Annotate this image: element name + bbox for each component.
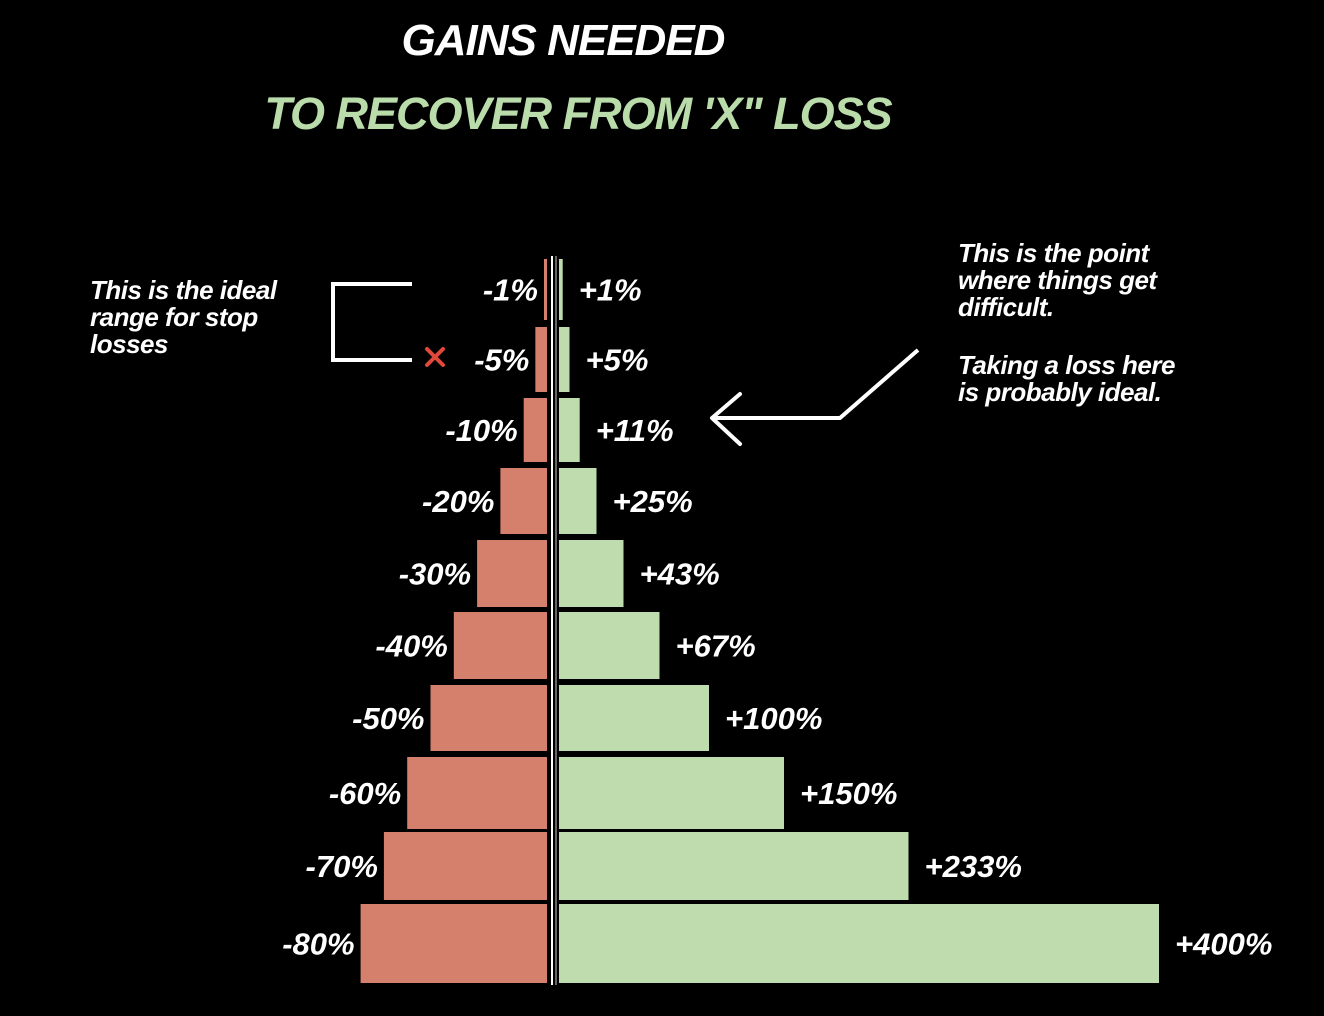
loss-bar xyxy=(544,259,547,320)
loss-label: -40% xyxy=(375,629,447,664)
chart-title: GAINS NEEDED xyxy=(401,16,726,65)
loss-bar xyxy=(523,398,547,462)
loss-bar xyxy=(477,540,547,607)
loss-label: -50% xyxy=(352,701,424,736)
loss-label: -30% xyxy=(399,557,471,592)
loss-bar xyxy=(500,468,547,534)
gain-label: +43% xyxy=(640,557,720,592)
loss-bar xyxy=(535,327,547,392)
loss-label: -5% xyxy=(474,343,529,378)
gain-bar xyxy=(559,612,660,679)
chart-subtitle: TO RECOVER FROM 'X" LOSS xyxy=(264,88,892,139)
gain-label: +400% xyxy=(1175,927,1272,962)
loss-label: -70% xyxy=(306,849,378,884)
loss-bar xyxy=(360,904,547,983)
gain-bar xyxy=(559,327,570,392)
gain-bar xyxy=(559,398,580,462)
loss-bar xyxy=(430,685,547,751)
stop-loss-range-note: This is the ideal range for stop losses xyxy=(90,275,277,359)
x-marker-icon xyxy=(425,347,445,367)
gain-bar xyxy=(559,904,1159,983)
gain-label: +233% xyxy=(925,849,1022,884)
ideal-loss-note: Taking a loss here is probably ideal. xyxy=(958,350,1175,407)
gain-label: +67% xyxy=(676,629,756,664)
gain-bar xyxy=(559,259,563,320)
stop-loss-bracket xyxy=(331,282,412,362)
gain-label: +11% xyxy=(596,413,674,448)
gain-label: +100% xyxy=(725,701,822,736)
loss-bar xyxy=(453,612,547,679)
gain-bar xyxy=(559,540,624,607)
loss-label: -80% xyxy=(282,927,354,962)
gain-bar xyxy=(559,757,784,829)
gain-bar xyxy=(559,832,909,900)
loss-label: -60% xyxy=(329,776,401,811)
arrow-head-icon xyxy=(710,392,742,446)
loss-bar xyxy=(407,757,547,829)
difficulty-point-note: This is the point where things get diffi… xyxy=(958,238,1157,322)
gain-label: +5% xyxy=(586,343,649,378)
gain-bar xyxy=(559,685,709,751)
gain-label: +25% xyxy=(613,484,693,519)
loss-bar xyxy=(383,832,547,900)
gain-label: +1% xyxy=(579,273,642,308)
loss-label: -20% xyxy=(422,484,494,519)
loss-label: -10% xyxy=(445,413,517,448)
arrow-icon xyxy=(712,348,920,420)
loss-label: -1% xyxy=(483,273,538,308)
gain-bar xyxy=(559,468,597,534)
gain-label: +150% xyxy=(800,776,897,811)
